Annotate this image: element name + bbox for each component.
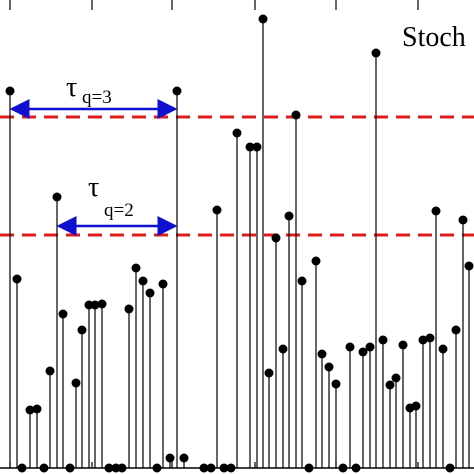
stem-dot xyxy=(206,463,216,473)
annotation-text: q=3 xyxy=(82,87,112,108)
stem-dot xyxy=(165,453,175,463)
stem-dot xyxy=(345,342,355,352)
stem-dot xyxy=(464,261,474,271)
stem-dot xyxy=(425,333,435,343)
stem-dot xyxy=(338,463,348,473)
stem-dot xyxy=(32,404,42,414)
stem-dot xyxy=(25,405,35,415)
stem-dot xyxy=(438,344,448,354)
stem-dot xyxy=(212,205,222,215)
stem-dot xyxy=(90,300,100,310)
stem-dot xyxy=(219,463,229,473)
stem-dot xyxy=(158,279,168,289)
annotation-symbol: τ xyxy=(66,72,77,103)
stem-dot xyxy=(17,463,27,473)
stem-dot xyxy=(45,366,55,376)
stem-dot xyxy=(52,192,62,202)
stem-dot xyxy=(5,86,15,96)
stem-dot xyxy=(445,463,455,473)
stem-dot xyxy=(378,335,388,345)
stem-dot xyxy=(331,379,341,389)
stem-dot xyxy=(12,274,22,284)
stem-dot xyxy=(351,463,361,473)
annotation-text: q=2 xyxy=(104,200,134,221)
stem-dot xyxy=(385,380,395,390)
stem-dot xyxy=(297,276,307,286)
stem-dot xyxy=(324,362,334,372)
stem-dot xyxy=(245,142,255,152)
stem-dot xyxy=(391,373,401,383)
stem-dot xyxy=(104,463,114,473)
stem-dot xyxy=(65,463,75,473)
stem-dot xyxy=(458,215,468,225)
stem-dot xyxy=(152,463,162,473)
stem-dot xyxy=(179,453,189,463)
stem-dot xyxy=(39,463,49,473)
stem-dot xyxy=(77,325,87,335)
stem-dot xyxy=(371,48,381,58)
stem-dot xyxy=(358,347,368,357)
stem-dot xyxy=(271,233,281,243)
stem-dot xyxy=(284,211,294,221)
stem-dot xyxy=(411,401,421,411)
stem-dot xyxy=(398,340,408,350)
chart-title: Stoch xyxy=(402,22,466,53)
stem-dot xyxy=(258,14,268,24)
stem-dot xyxy=(365,342,375,352)
stem-dot xyxy=(418,335,428,345)
stem-dot xyxy=(264,368,274,378)
stem-dot xyxy=(252,142,262,152)
stem-dot xyxy=(304,463,314,473)
stem-dot xyxy=(124,304,134,314)
stem-dot xyxy=(199,463,209,473)
stem-dot xyxy=(232,128,242,138)
stem-dot xyxy=(278,344,288,354)
stem-dot xyxy=(117,463,127,473)
stem-dot xyxy=(431,206,441,216)
stem-dot xyxy=(97,299,107,309)
stem-dot xyxy=(145,288,155,298)
stem-dot xyxy=(71,378,81,388)
stem-dot xyxy=(138,276,148,286)
stem-dot xyxy=(172,86,182,96)
stem-dot xyxy=(131,263,141,273)
stem-dot xyxy=(291,110,301,120)
stem-dot xyxy=(317,349,327,359)
annotation-symbol: τ xyxy=(88,172,99,203)
stem-dot xyxy=(311,256,321,266)
stem-dot xyxy=(451,325,461,335)
stem-dot xyxy=(58,309,68,319)
stem-dot xyxy=(226,463,236,473)
